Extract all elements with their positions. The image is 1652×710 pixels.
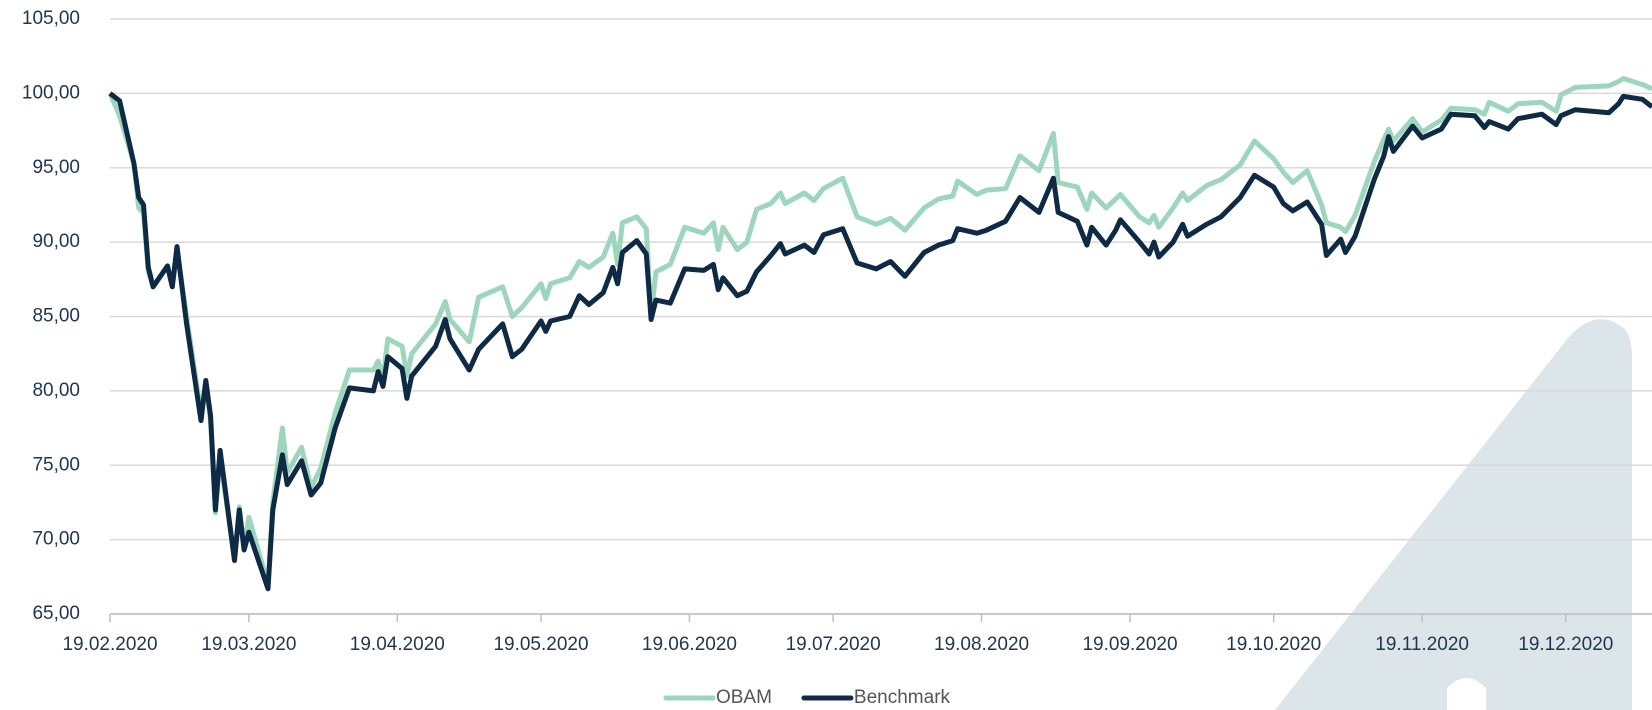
legend-label: OBAM — [716, 687, 772, 708]
y-tick-label: 85,00 — [32, 306, 80, 327]
legend-label: Benchmark — [854, 687, 951, 708]
x-tick-label: 19.03.2020 — [201, 634, 296, 655]
y-tick-label: 95,00 — [32, 157, 80, 178]
x-tick-label: 19.07.2020 — [786, 634, 881, 655]
y-tick-label: 90,00 — [32, 231, 80, 252]
x-tick-label: 19.09.2020 — [1082, 634, 1177, 655]
x-tick-label: 19.10.2020 — [1226, 634, 1321, 655]
x-tick-label: 19.06.2020 — [642, 634, 737, 655]
logo-shape — [1275, 319, 1632, 710]
line-series — [108, 91, 1652, 592]
x-tick-label: 19.02.2020 — [62, 634, 157, 655]
y-tick-label: 70,00 — [32, 529, 80, 550]
y-tick-label: 100,00 — [22, 82, 80, 103]
x-tick-label: 19.11.2020 — [1375, 634, 1469, 655]
x-tick-label: 19.08.2020 — [934, 634, 1029, 655]
y-tick-label: 105,00 — [22, 8, 80, 29]
x-tick-label: 19.05.2020 — [493, 634, 588, 655]
y-tick-label: 75,00 — [32, 454, 80, 475]
x-tick-label: 19.04.2020 — [350, 634, 445, 655]
x-tick-label: 19.12.2020 — [1518, 634, 1613, 655]
y-tick-label: 80,00 — [32, 380, 80, 401]
line-series — [107, 76, 1652, 587]
y-tick-label: 65,00 — [32, 603, 80, 624]
